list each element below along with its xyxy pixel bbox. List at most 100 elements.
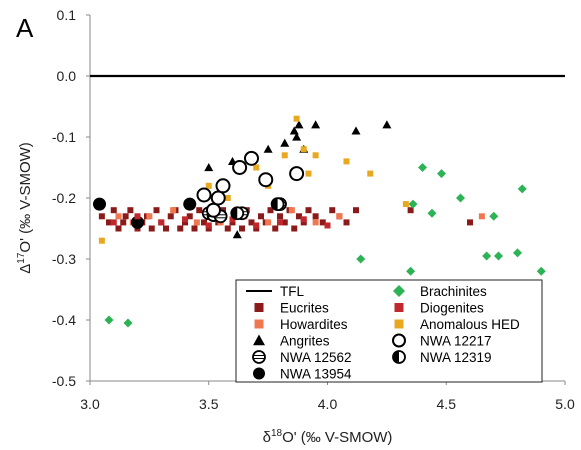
y-tick-label: -0.5: [52, 373, 76, 389]
x-tick-label: 5.0: [555, 396, 575, 412]
legend-swatch: [252, 350, 266, 364]
data-point: [122, 213, 129, 220]
data-point: [98, 237, 105, 244]
data-point: [291, 225, 298, 232]
y-tick-label: -0.4: [52, 312, 76, 328]
data-point: [224, 195, 231, 201]
data-point: [186, 213, 193, 220]
legend-label: TFL: [280, 284, 304, 299]
data-point: [418, 163, 427, 172]
y-tick-label: -0.2: [52, 190, 76, 206]
data-point: [253, 164, 260, 171]
axes: 0.1 0.0 -0.1 -0.2 -0.3 -0.4 -0.53.0 3.5 4.0 4.5 5.…: [52, 7, 575, 412]
legend-label: Anomalous HED: [420, 317, 520, 332]
data-point: [305, 207, 312, 214]
data-point: [478, 213, 485, 220]
legend-swatch: [392, 350, 406, 364]
legend-swatch: [254, 303, 264, 312]
legend-entry: TFL: [246, 284, 304, 299]
data-point: [191, 225, 198, 232]
data-point: [163, 225, 169, 232]
data-point: [289, 166, 305, 182]
data-point: [293, 115, 300, 122]
data-point: [300, 216, 307, 223]
y-axis-label-group: Δ17O' (‰ V-SMOW): [16, 142, 34, 274]
striped-circle-outline: [252, 350, 266, 364]
series-nwa-13954: [93, 197, 197, 229]
data-point: [104, 315, 114, 325]
data-point: [106, 219, 112, 226]
data-point: [353, 207, 359, 214]
legend-entry: NWA 12319: [392, 350, 492, 365]
data-point: [351, 126, 361, 135]
data-point: [110, 207, 117, 214]
legend-label: Angrites: [280, 334, 330, 349]
data-point: [482, 251, 492, 261]
data-point: [196, 187, 212, 203]
data-point: [253, 225, 260, 232]
legend-swatch: [393, 285, 405, 297]
data-point: [408, 199, 418, 209]
data-point: [239, 225, 245, 232]
legend-entry: NWA 12562: [252, 350, 352, 365]
panel-label: A: [16, 13, 34, 43]
data-point: [127, 207, 134, 214]
data-point: [258, 172, 274, 188]
data-point: [196, 207, 203, 214]
legend-entry: Anomalous HED: [394, 317, 520, 332]
half-circle-fill: [231, 207, 238, 220]
data-point: [177, 225, 184, 232]
data-point: [382, 120, 392, 129]
data-point: [513, 248, 522, 258]
data-point: [312, 213, 319, 220]
data-point: [300, 219, 307, 226]
data-point: [201, 219, 207, 226]
data-point: [131, 215, 144, 229]
data-point: [407, 207, 414, 214]
data-point: [367, 170, 374, 177]
legend-swatch: [253, 334, 265, 346]
x-tick-label: 3.5: [199, 396, 219, 412]
data-point: [270, 197, 285, 212]
x-tick-label: 3.0: [80, 396, 100, 412]
data-point: [406, 266, 416, 276]
data-point: [110, 219, 117, 226]
legend-entry: Eucrites: [254, 301, 329, 316]
data-point: [182, 216, 188, 223]
y-tick-label: -0.3: [52, 251, 76, 267]
y-tick-label: 0.1: [57, 7, 77, 23]
data-point: [204, 163, 214, 172]
series-diogenites: [110, 213, 331, 229]
data-point: [280, 138, 290, 147]
legend-label: Diogenites: [420, 301, 484, 316]
series-brachinites: [104, 163, 546, 328]
data-point: [167, 213, 174, 220]
data-point: [343, 219, 350, 226]
legend-entry: Angrites: [253, 334, 330, 349]
data-point: [311, 120, 321, 129]
data-point: [230, 206, 245, 221]
data-point: [272, 225, 279, 232]
legend-swatch: [254, 319, 264, 329]
data-point: [193, 219, 200, 226]
legend-box: [235, 279, 543, 383]
data-point: [427, 208, 437, 218]
y-tick-label: -0.1: [52, 129, 76, 145]
legend-label: NWA 12562: [280, 350, 352, 365]
legend-entry: Howardites: [254, 317, 348, 332]
data-point: [123, 318, 133, 328]
data-point: [536, 266, 546, 276]
data-point: [224, 225, 231, 232]
legend-swatch: [394, 319, 404, 329]
data-point: [296, 213, 302, 220]
legend-swatch: [394, 303, 404, 312]
data-point: [356, 254, 366, 264]
data-point: [158, 219, 165, 226]
data-point: [170, 207, 177, 214]
data-point: [205, 225, 212, 232]
x-tick-label: 4.0: [318, 396, 338, 412]
data-point: [115, 225, 122, 232]
data-point: [253, 222, 260, 229]
legend-label: NWA 12217: [420, 334, 492, 349]
data-points: [93, 115, 546, 328]
